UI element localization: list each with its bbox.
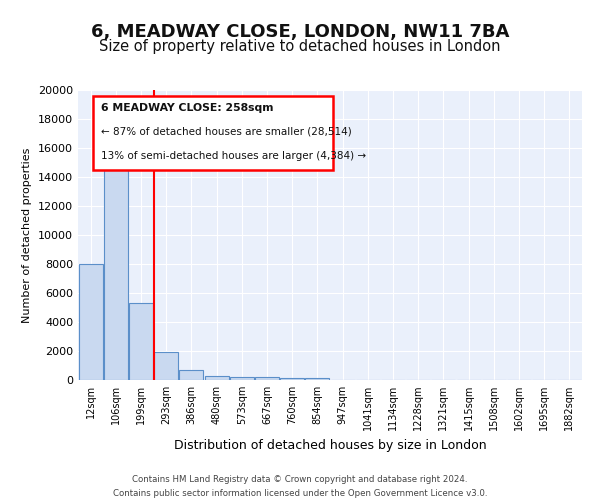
Text: ← 87% of detached houses are smaller (28,514): ← 87% of detached houses are smaller (28… [101,127,352,137]
Bar [305,378,329,380]
Bar [104,141,128,380]
Bar [79,264,103,380]
Bar [129,303,153,380]
Bar [205,376,229,380]
Text: 6 MEADWAY CLOSE: 258sqm: 6 MEADWAY CLOSE: 258sqm [101,103,273,113]
Y-axis label: Number of detached properties: Number of detached properties [22,148,32,322]
Text: Size of property relative to detached houses in London: Size of property relative to detached ho… [99,39,501,54]
Text: 6, MEADWAY CLOSE, LONDON, NW11 7BA: 6, MEADWAY CLOSE, LONDON, NW11 7BA [91,22,509,40]
Bar [280,378,304,380]
Bar [154,352,178,380]
Bar [255,378,279,380]
X-axis label: Distribution of detached houses by size in London: Distribution of detached houses by size … [173,438,487,452]
Text: Contains HM Land Registry data © Crown copyright and database right 2024.
Contai: Contains HM Land Registry data © Crown c… [113,476,487,498]
Text: 13% of semi-detached houses are larger (4,384) →: 13% of semi-detached houses are larger (… [101,150,366,160]
Bar [230,377,254,380]
FancyBboxPatch shape [93,96,332,170]
Bar [179,370,203,380]
